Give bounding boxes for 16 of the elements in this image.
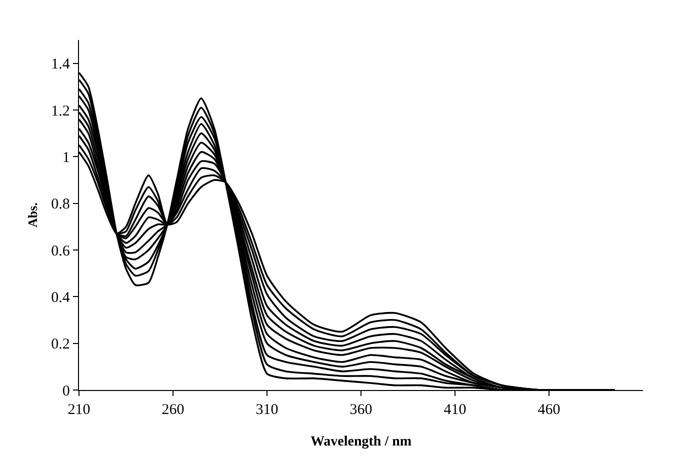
- x-tick-label: 410: [444, 402, 466, 418]
- x-tick-label: 310: [256, 402, 278, 418]
- y-tick-label: 0.4: [51, 290, 70, 306]
- y-axis-title: Abs.: [25, 202, 40, 228]
- x-tick-label: 210: [68, 402, 90, 418]
- y-tick-label: 0.2: [51, 336, 70, 353]
- x-tick-label: 460: [538, 402, 560, 418]
- x-tick-label: 260: [162, 402, 184, 418]
- x-axis-title: Wavelength / nm: [310, 434, 412, 450]
- y-tick-label: 1.2: [51, 103, 70, 120]
- y-tick-label: 0.6: [51, 243, 70, 260]
- y-tick-label: 0.8: [51, 196, 70, 213]
- y-tick-label: 1: [62, 150, 70, 166]
- x-tick-label: 360: [350, 402, 372, 418]
- y-tick-label: 0: [62, 383, 70, 400]
- y-tick-label: 1.4: [51, 56, 70, 73]
